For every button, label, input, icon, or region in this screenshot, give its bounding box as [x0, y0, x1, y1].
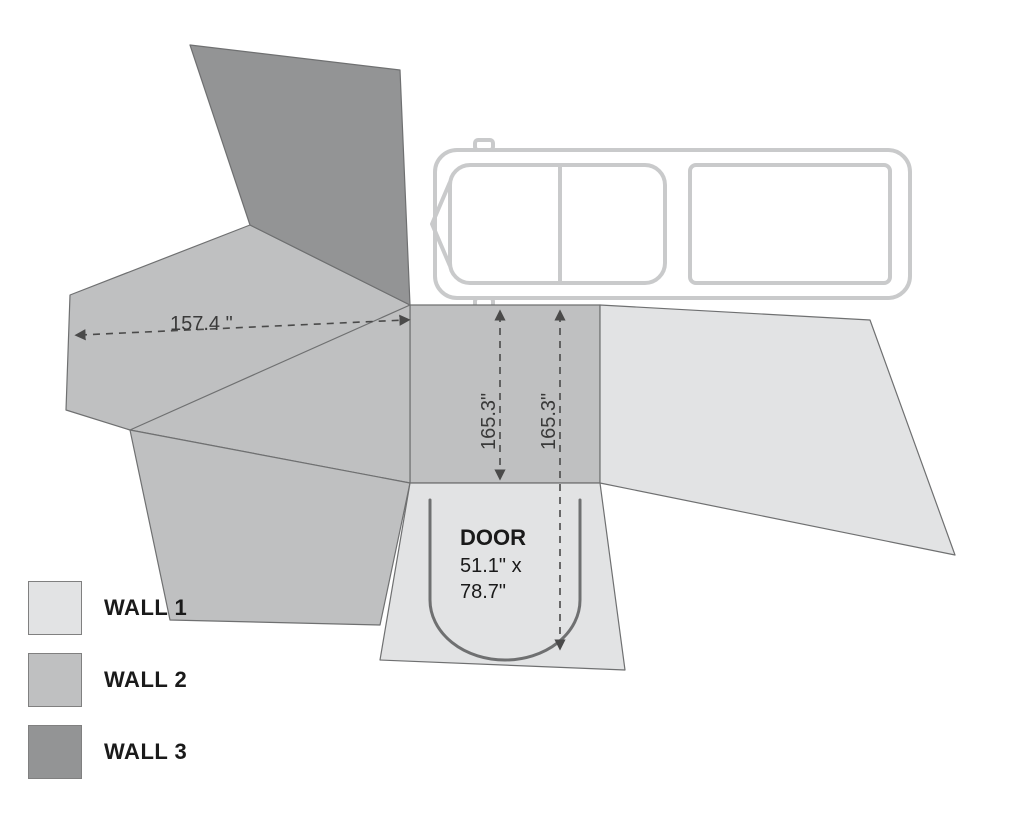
width-dimension-label: 157.4 " — [170, 313, 233, 335]
legend: WALL 1 WALL 2 WALL 3 — [28, 563, 187, 779]
legend-swatch — [28, 653, 82, 707]
height-dimension-label-2: 165.3" — [538, 393, 560, 450]
panel-center-roof — [410, 305, 600, 483]
legend-swatch — [28, 725, 82, 779]
legend-label: WALL 2 — [104, 667, 187, 693]
legend-label: WALL 3 — [104, 739, 187, 765]
legend-item-wall1: WALL 1 — [28, 581, 187, 635]
legend-item-wall2: WALL 2 — [28, 653, 187, 707]
panel-right-quad — [600, 305, 955, 555]
door-title: DOOR — [460, 525, 526, 550]
door-size-line2: 78.7" — [460, 581, 506, 603]
height-dimension-label-1: 165.3" — [478, 393, 500, 450]
legend-item-wall3: WALL 3 — [28, 725, 187, 779]
legend-swatch — [28, 581, 82, 635]
vehicle-outline — [432, 140, 910, 308]
door-size-line1: 51.1" x — [460, 555, 522, 577]
legend-label: WALL 1 — [104, 595, 187, 621]
